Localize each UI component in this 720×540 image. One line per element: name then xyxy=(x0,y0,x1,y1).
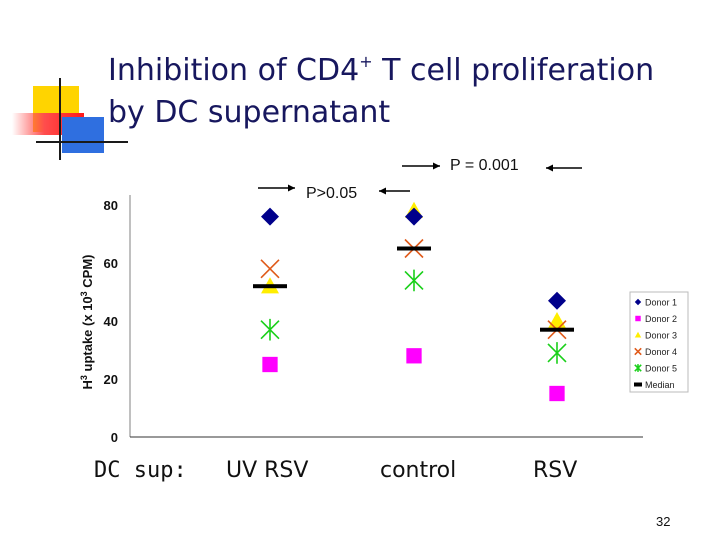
category-label-control: control xyxy=(380,458,457,483)
legend-box xyxy=(629,291,689,393)
data-point-asterisk xyxy=(260,318,280,341)
legend-label: Donor 1 xyxy=(645,298,677,308)
y-tick-label: 0 xyxy=(111,430,118,445)
decor-blue-square xyxy=(62,117,104,153)
y-tick-label: 60 xyxy=(104,256,118,271)
annotation-p-uv-control: P>0.05 xyxy=(306,185,357,202)
decor-horizontal-line xyxy=(36,141,128,143)
legend-marker xyxy=(634,382,642,387)
data-point-square xyxy=(406,348,422,364)
median-bar xyxy=(397,246,431,251)
legend-marker xyxy=(634,298,642,306)
data-point-diamond xyxy=(548,291,566,310)
annotation-arrow-left-2-head xyxy=(433,162,440,170)
annotation-arrow-left-head xyxy=(288,184,295,192)
legend-label: Donor 3 xyxy=(645,331,677,341)
annotation-p-control-rsv: P = 0.001 xyxy=(450,157,519,174)
title-main: Inhibition of CD4 xyxy=(108,53,360,88)
legend-label: Donor 2 xyxy=(645,314,677,324)
category-label-uv-rsv: UV RSV xyxy=(226,458,309,483)
legend-label: Donor 5 xyxy=(645,364,677,374)
row-label-dc-sup: DC sup: xyxy=(94,458,187,483)
legend-marker xyxy=(635,315,641,322)
y-tick-label: 20 xyxy=(104,372,118,387)
data-point-asterisk xyxy=(404,269,424,292)
title-rest: T cell proliferation xyxy=(372,53,655,88)
slide-title-line1: Inhibition of CD4+ T cell proliferation xyxy=(108,53,655,88)
data-point-square xyxy=(262,356,278,373)
legend-marker xyxy=(634,347,642,356)
category-label-rsv: RSV xyxy=(533,458,578,483)
data-point-asterisk xyxy=(547,342,567,364)
y-tick-label: 80 xyxy=(104,198,118,213)
decor-vertical-line xyxy=(59,78,61,160)
data-point-diamond xyxy=(405,207,423,226)
legend-marker xyxy=(634,331,642,338)
data-point-diamond xyxy=(261,207,279,226)
median-bar xyxy=(253,284,287,289)
slide-title-line2: by DC supernatant xyxy=(108,95,391,130)
title-superscript: + xyxy=(359,52,373,71)
median-bar xyxy=(540,327,574,332)
legend-label: Donor 4 xyxy=(645,347,677,357)
y-axis-label: H3 uptake (x 103 CPM) xyxy=(79,254,95,389)
page-number: 32 xyxy=(656,514,671,529)
data-point-triangle xyxy=(548,312,566,329)
data-point-x xyxy=(260,259,280,279)
y-tick-label: 40 xyxy=(104,314,118,329)
data-point-square xyxy=(549,385,565,402)
legend-label: Median xyxy=(645,380,675,390)
legend-marker xyxy=(634,364,642,372)
annotation-arrow-right-head xyxy=(379,187,386,195)
annotation-arrow-right-2-head xyxy=(546,164,553,172)
